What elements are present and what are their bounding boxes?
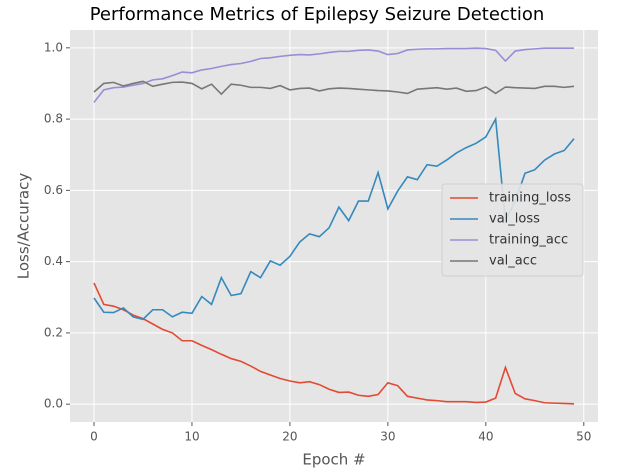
y-tick-label: 0.4 (44, 254, 63, 268)
y-tick-label: 0.6 (44, 183, 63, 197)
legend-label: val_loss (489, 212, 540, 227)
x-axis-label: Epoch # (302, 451, 365, 469)
x-tick-label: 40 (478, 430, 493, 444)
y-tick-label: 1.0 (44, 40, 63, 54)
x-tick-label: 20 (282, 430, 297, 444)
x-tick-label: 0 (90, 430, 98, 444)
legend-box (441, 183, 584, 277)
line-series (93, 282, 575, 405)
legend-label: training_loss (489, 191, 571, 206)
line-series (93, 116, 575, 321)
y-tick-label: 0.2 (44, 325, 63, 339)
line-series (93, 47, 574, 103)
chart-title: Performance Metrics of Epilepsy Seizure … (90, 4, 545, 25)
legend-label: training_acc (489, 233, 568, 248)
y-tick-label: 0.8 (44, 112, 63, 126)
x-tick-label: 50 (576, 430, 591, 444)
x-tick-label: 10 (184, 430, 199, 444)
line-series (93, 80, 575, 96)
x-tick-label: 30 (380, 430, 395, 444)
y-tick-label: 0.0 (44, 397, 63, 411)
legend-label: val_acc (489, 254, 537, 269)
y-axis-label: Loss/Accuracy (15, 173, 33, 280)
